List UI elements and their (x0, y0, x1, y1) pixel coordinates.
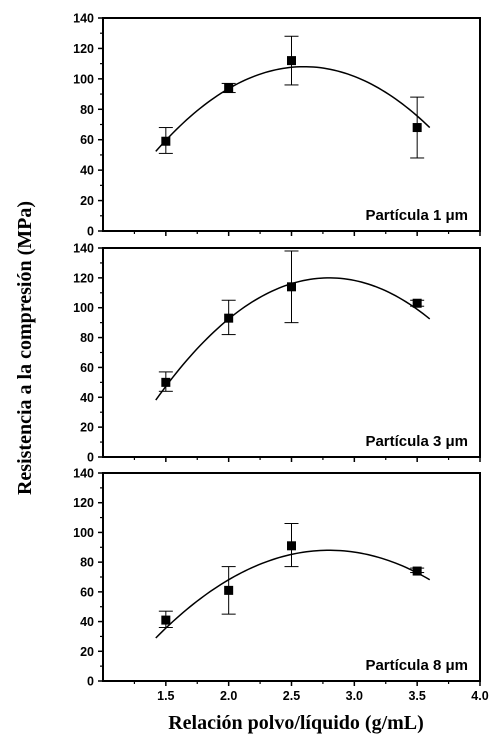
y-tick-label: 0 (87, 225, 94, 239)
x-tick-label: 2.5 (283, 689, 300, 703)
panel-3: 0 20 40 60 80 100 120 140 Partícula 8 μm (73, 467, 481, 689)
data-point (287, 56, 296, 66)
fit-curve (155, 65, 431, 152)
panel-label: Partícula 1 μm (365, 207, 468, 224)
y-tick-label: 20 (80, 645, 94, 659)
data-point (287, 541, 296, 551)
y-tick-label: 60 (80, 133, 94, 147)
panel-2: 0 20 40 60 80 100 120 140 Partícula 3 μm (73, 242, 481, 465)
panel-label: Partícula 3 μm (365, 433, 468, 450)
x-tick-label: 1.5 (157, 689, 174, 703)
y-axis-title: Resistencia a la compresión (MPa) (14, 201, 36, 495)
x-tick-label: 4.0 (471, 689, 488, 703)
y-tick-label: 40 (80, 615, 94, 629)
data-point (412, 298, 422, 308)
chart-panels: 0 20 40 60 80 100 120 140 Partícula 1 μm 0 20 40 60 8… (73, 12, 489, 704)
data-point (224, 585, 234, 595)
y-tick-label: 0 (87, 451, 94, 465)
y-tick-label: 60 (80, 361, 94, 375)
x-axis-title: Relación polvo/líquido (g/mL) (168, 712, 424, 734)
data-point (161, 136, 171, 146)
data-point (224, 313, 234, 323)
y-tick-label: 40 (80, 391, 94, 405)
data-point (287, 282, 296, 292)
y-tick-label: 0 (87, 675, 94, 689)
y-tick-label: 120 (73, 496, 94, 510)
x-tick-label: 3.5 (408, 689, 425, 703)
data-point (161, 615, 171, 625)
x-tick-label: 3.0 (346, 689, 363, 703)
y-tick-label: 20 (80, 421, 94, 435)
data-point (161, 377, 171, 387)
y-tick-label: 140 (73, 242, 94, 256)
y-tick-label: 80 (80, 331, 94, 345)
panel-1: 0 20 40 60 80 100 120 140 Partícula 1 μm (73, 12, 481, 239)
fit-curve (155, 277, 431, 401)
y-tick-label: 80 (80, 103, 94, 117)
data-point (412, 123, 422, 133)
y-tick-label: 120 (73, 271, 94, 285)
y-tick-label: 140 (73, 467, 94, 481)
data-point (412, 566, 422, 576)
y-tick-label: 60 (80, 585, 94, 599)
y-tick-label: 120 (73, 42, 94, 56)
y-tick-label: 140 (73, 12, 94, 26)
y-tick-label: 100 (73, 72, 94, 86)
y-tick-label: 80 (80, 556, 94, 570)
y-tick-label: 20 (80, 194, 94, 208)
data-point (224, 83, 234, 93)
y-tick-label: 100 (73, 526, 94, 540)
panel-label: Partícula 8 μm (365, 657, 468, 674)
y-tick-label: 40 (80, 164, 94, 178)
x-tick-label: 2.0 (220, 689, 237, 703)
fit-curve (155, 549, 431, 639)
y-tick-label: 100 (73, 301, 94, 315)
